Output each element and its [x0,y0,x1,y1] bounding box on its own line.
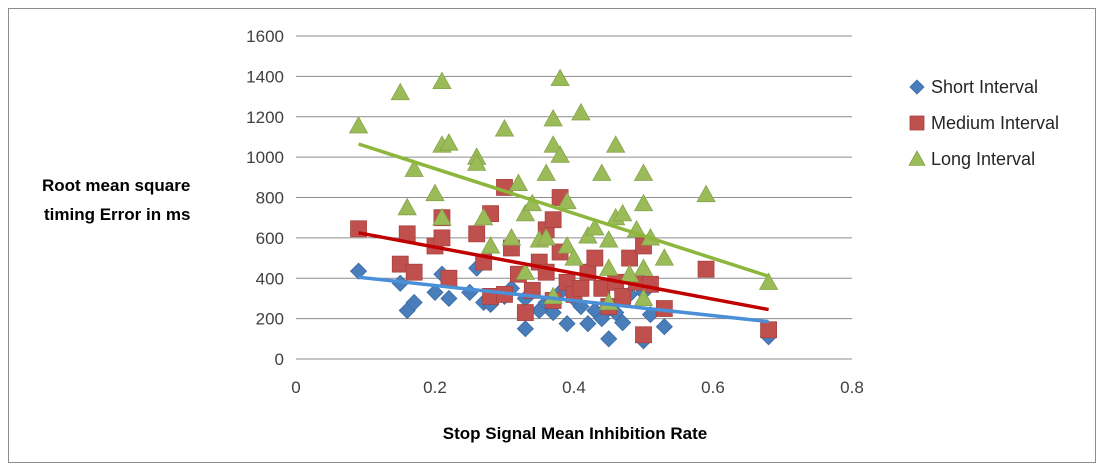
y-tick-label: 200 [256,310,284,329]
long-interval-point [348,116,369,134]
short-interval-point [655,318,673,336]
long-interval-point [599,230,619,248]
medium-interval-point [572,279,590,297]
y-axis-title-line2: timing Error in ms [44,205,190,224]
long-interval-point [633,258,654,276]
long-interval-point [494,119,515,137]
medium-interval-legend-label: Medium Interval [931,113,1059,133]
x-tick-label: 0.2 [423,378,447,397]
medium-interval-point [544,211,562,229]
short-interval-point [614,314,632,332]
long-interval-point [536,163,556,181]
long-interval-point [654,248,675,266]
y-tick-label: 1600 [246,27,284,46]
long-interval-point [404,159,424,177]
long-interval-point [480,236,501,254]
y-tick-label: 1200 [246,108,284,127]
short-interval-legend-marker [909,79,925,95]
x-tick-label: 0.8 [840,378,864,397]
medium-interval-point [405,263,423,281]
long-interval-point [515,203,536,222]
medium-interval-legend-marker [909,115,925,131]
short-interval-point [579,315,597,333]
medium-interval-point [516,304,534,321]
long-interval-point [467,153,487,171]
medium-interval-point [760,321,777,339]
long-interval-legend-marker [908,150,926,166]
long-interval-point [550,145,570,163]
long-interval-point [606,135,626,153]
long-interval-point [633,193,654,212]
medium-interval-point [586,249,604,267]
medium-interval-point [635,326,652,344]
long-interval-point [599,258,619,276]
long-interval-point [390,82,410,101]
y-axis-ticks: 0 200 400 600 800 1000 1200 1400 1600 [246,27,284,369]
y-tick-label: 1400 [246,67,284,86]
long-interval-point [432,71,452,90]
long-interval-point [543,135,563,153]
short-interval-point [461,283,479,301]
short-interval-point [405,293,423,312]
long-interval-point [592,163,612,181]
long-interval-point [397,197,417,216]
long-interval-point [557,191,577,210]
long-interval-point [612,203,633,222]
long-interval-point [536,228,556,246]
gridlines [296,35,852,360]
legend: Short Interval Medium Interval Long Interv… [908,77,1059,169]
long-interval-point [501,228,522,246]
data-points [348,68,779,350]
short-interval-point [600,330,618,348]
long-interval-trendline [358,142,770,278]
long-interval-point [543,108,563,127]
long-interval-point [515,262,536,280]
long-interval-point [557,236,577,254]
short-interval-point [426,283,444,301]
medium-interval-point [440,269,458,287]
long-interval-point [619,264,640,282]
long-interval-legend-label: Long Interval [931,149,1035,169]
long-interval-point [696,184,716,203]
medium-interval-point [614,288,632,305]
trendlines [358,142,770,324]
y-tick-label: 1000 [246,148,284,167]
medium-interval-point [468,225,486,243]
x-tick-label: 0.6 [701,378,725,397]
y-tick-label: 800 [256,189,284,208]
long-interval-point [432,207,452,226]
long-interval-point [633,288,654,307]
x-axis-title: Stop Signal Mean Inhibition Rate [443,424,707,443]
long-interval-point [758,272,779,290]
long-interval-point [473,207,494,226]
short-interval-point [440,289,458,308]
long-interval-point [585,217,605,236]
long-interval-point [564,248,584,266]
short-interval-legend-label: Short Interval [931,77,1038,97]
x-tick-label: 0.4 [562,378,586,397]
short-interval-trendline [358,275,769,324]
x-tick-label: 0 [291,378,300,397]
long-interval-point [633,163,654,181]
short-interval-point [558,315,576,333]
medium-interval-trendline [358,231,769,312]
medium-interval-point [697,260,715,278]
y-axis-title-line1: Root mean square [42,176,190,195]
y-tick-label: 600 [256,229,284,248]
short-interval-point [349,262,368,280]
long-interval-point [425,183,445,202]
short-interval-point [516,320,534,338]
long-interval-point [571,102,591,121]
x-axis-ticks: 0 0.2 0.4 0.6 0.8 [291,378,864,397]
medium-interval-point [433,229,451,247]
long-interval-point [550,68,570,86]
long-interval-point [439,133,459,151]
long-interval-point [508,173,529,191]
y-tick-label: 0 [275,350,284,369]
y-tick-label: 400 [256,269,284,288]
